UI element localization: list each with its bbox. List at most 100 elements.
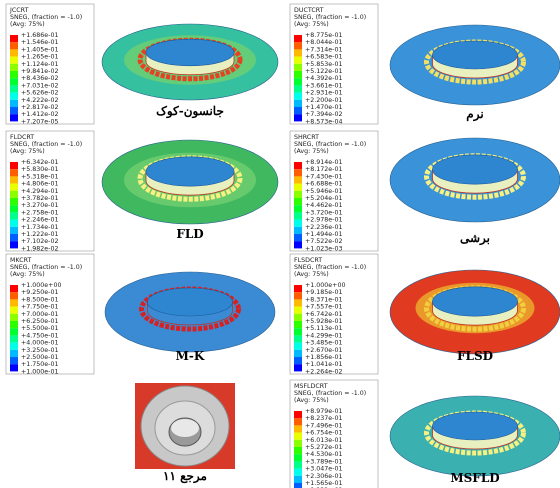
color-swatch <box>294 307 302 314</box>
legend-value: +2.817e-02 <box>21 104 58 111</box>
legend-value: +8.979e-01 <box>305 408 342 415</box>
caption: برشی <box>460 231 490 246</box>
color-swatch <box>294 57 302 64</box>
legend-value: +1.041e-01 <box>305 361 342 368</box>
cap-top <box>146 157 234 186</box>
caption: نرم <box>466 107 483 122</box>
cap-top <box>146 39 234 66</box>
color-swatch <box>10 71 18 78</box>
color-swatch <box>10 321 18 328</box>
legend-title: JCCRT <box>9 7 29 14</box>
legend-value: +7.031e-02 <box>21 82 58 89</box>
legend-value: +5.122e-01 <box>305 68 342 75</box>
legend-value: +1.124e-01 <box>21 61 58 68</box>
color-swatch <box>10 328 18 335</box>
color-swatch <box>10 220 18 227</box>
color-swatch <box>294 483 302 488</box>
color-swatch <box>294 93 302 100</box>
color-swatch <box>10 162 18 169</box>
legend-value: +8.371e-01 <box>305 296 342 303</box>
legend-value: +2.500e-01 <box>21 354 58 361</box>
color-swatch <box>294 205 302 212</box>
legend-value: +7.314e-01 <box>305 46 342 53</box>
color-swatch <box>294 321 302 328</box>
legend-value: +3.270e-01 <box>21 202 58 209</box>
color-swatch <box>294 71 302 78</box>
color-swatch <box>294 285 302 292</box>
legend-value: +9.250e-01 <box>21 289 58 296</box>
legend-value: +2.264e-02 <box>305 368 342 375</box>
color-swatch <box>10 314 18 321</box>
color-swatch <box>10 234 18 241</box>
color-swatch <box>10 93 18 100</box>
legend-line: (Avg: 75%) <box>294 271 329 278</box>
color-swatch <box>10 184 18 191</box>
color-swatch <box>294 328 302 335</box>
color-swatch <box>294 42 302 49</box>
color-swatch <box>10 299 18 306</box>
caption: FLSD <box>457 349 493 363</box>
legend-title: SHRCRT <box>294 134 319 141</box>
color-swatch <box>10 198 18 205</box>
color-swatch <box>10 57 18 64</box>
legend-value: +1.023e-03 <box>305 245 342 252</box>
legend-value: +3.661e-01 <box>305 82 342 89</box>
cap-top <box>433 155 518 184</box>
legend-value: +7.102e-02 <box>21 238 58 245</box>
legend-value: +4.392e-01 <box>305 75 342 82</box>
color-swatch <box>294 191 302 198</box>
legend-value: +1.470e-01 <box>305 104 342 111</box>
legend-value: +4.000e-01 <box>21 340 58 347</box>
legend-line: (Avg: 75%) <box>10 21 45 28</box>
legend-line: (Avg: 75%) <box>294 397 329 404</box>
legend-title: MKCRT <box>10 257 32 264</box>
legend-value: +8.573e-04 <box>305 118 342 125</box>
color-swatch <box>10 364 18 371</box>
legend-line: (Avg: 75%) <box>10 271 45 278</box>
legend-title: FLDCRT <box>10 134 34 141</box>
legend-line: SNEG, (fraction = -1.0) <box>10 141 82 148</box>
legend-value: +5.626e-02 <box>21 90 58 97</box>
color-swatch <box>10 205 18 212</box>
legend-value: +1.856e-01 <box>305 354 342 361</box>
legend-value: +6.742e-01 <box>305 311 342 318</box>
legend-value: +2.236e-01 <box>305 224 342 231</box>
legend-value: +6.342e-01 <box>21 159 58 166</box>
legend-value: +4.530e-01 <box>305 451 342 458</box>
legend-value: +1.000e+00 <box>305 282 345 289</box>
color-swatch <box>10 35 18 42</box>
color-swatch <box>10 100 18 107</box>
legend-value: +7.207e-05 <box>21 118 58 125</box>
legend-value: +1.222e-01 <box>21 231 58 238</box>
color-swatch <box>294 114 302 121</box>
color-swatch <box>294 220 302 227</box>
legend-value: +6.013e-01 <box>305 437 342 444</box>
color-swatch <box>10 335 18 342</box>
color-swatch <box>294 234 302 241</box>
color-swatch <box>294 461 302 468</box>
color-swatch <box>294 476 302 483</box>
caption: FLD <box>176 227 203 241</box>
color-swatch <box>294 241 302 248</box>
color-swatch <box>10 285 18 292</box>
legend-value: +1.265e-01 <box>21 54 58 61</box>
color-swatch <box>294 212 302 219</box>
legend-value: +7.750e-01 <box>21 304 58 311</box>
color-swatch <box>10 85 18 92</box>
legend-line: (Avg: 75%) <box>10 148 45 155</box>
color-swatch <box>10 176 18 183</box>
legend-value: +3.782e-01 <box>21 195 58 202</box>
legend-value: +4.806e-01 <box>21 181 58 188</box>
color-swatch <box>294 184 302 191</box>
color-swatch <box>294 49 302 56</box>
color-swatch <box>10 307 18 314</box>
legend-value: +4.462e-01 <box>305 202 342 209</box>
color-swatch <box>10 169 18 176</box>
color-swatch <box>10 357 18 364</box>
legend-value: +5.113e-01 <box>305 325 342 332</box>
legend-line: SNEG, (fraction = -1.0) <box>294 264 366 271</box>
legend-value: +8.500e-01 <box>21 296 58 303</box>
legend-value: +2.200e-01 <box>305 97 342 104</box>
legend-value: +8.237e-01 <box>305 415 342 422</box>
legend-value: +4.294e-01 <box>21 188 58 195</box>
